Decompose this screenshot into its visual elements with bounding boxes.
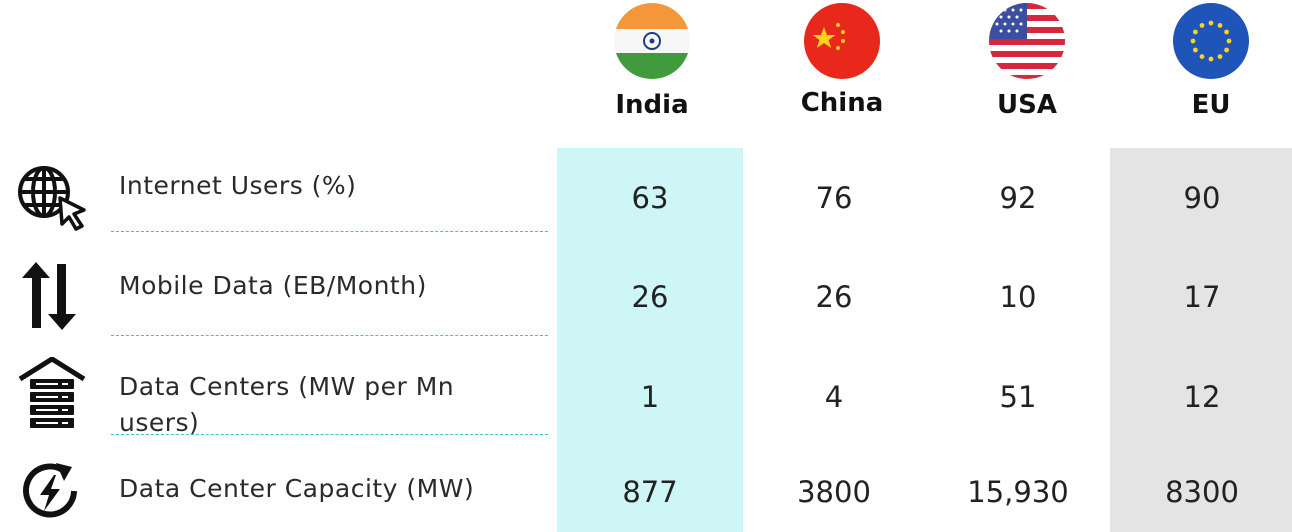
row-label-data-centers: Data Centers (MW per Mn users) [119, 372, 455, 437]
china-flag-icon [804, 3, 880, 79]
cell-value: 51 [999, 380, 1037, 414]
refresh-bolt-icon [23, 463, 77, 518]
eu-flag-icon [1173, 3, 1249, 79]
cell-value: 10 [999, 280, 1037, 314]
cell-value: 1 [640, 380, 660, 414]
row-label-internet-users: Internet Users (%) [119, 171, 357, 200]
cell-value: 877 [622, 475, 678, 509]
india-column-highlight [557, 148, 743, 532]
row-label-mobile-data: Mobile Data (EB/Month) [119, 271, 427, 300]
row-divider [111, 335, 548, 336]
cell-value: 26 [631, 280, 669, 314]
row-divider [111, 434, 548, 435]
cell-value: 8300 [1165, 475, 1239, 509]
cell-value: 12 [1183, 380, 1221, 414]
usa-flag-icon [989, 3, 1065, 79]
column-header-china: China [800, 88, 884, 118]
row-divider [111, 231, 548, 232]
cell-value: 4 [824, 380, 844, 414]
column-header-usa: USA [997, 90, 1057, 120]
cell-value: 92 [999, 181, 1037, 215]
cell-value: 26 [815, 280, 853, 314]
cell-value: 76 [815, 181, 853, 215]
eu-column-highlight [1110, 148, 1292, 532]
cell-value: 3800 [797, 475, 871, 509]
cell-value: 90 [1183, 181, 1221, 215]
globe-cursor-icon [18, 166, 86, 231]
cell-value: 63 [631, 181, 669, 215]
column-header-eu: EU [1191, 90, 1231, 120]
india-flag-icon [614, 3, 690, 79]
cell-value: 15,930 [967, 475, 1069, 509]
server-house-icon [18, 357, 86, 428]
row-label-data-center-capacity: Data Center Capacity (MW) [119, 474, 475, 503]
up-down-arrows-icon [22, 262, 76, 330]
cell-value: 17 [1183, 280, 1221, 314]
column-header-india: India [615, 90, 689, 120]
